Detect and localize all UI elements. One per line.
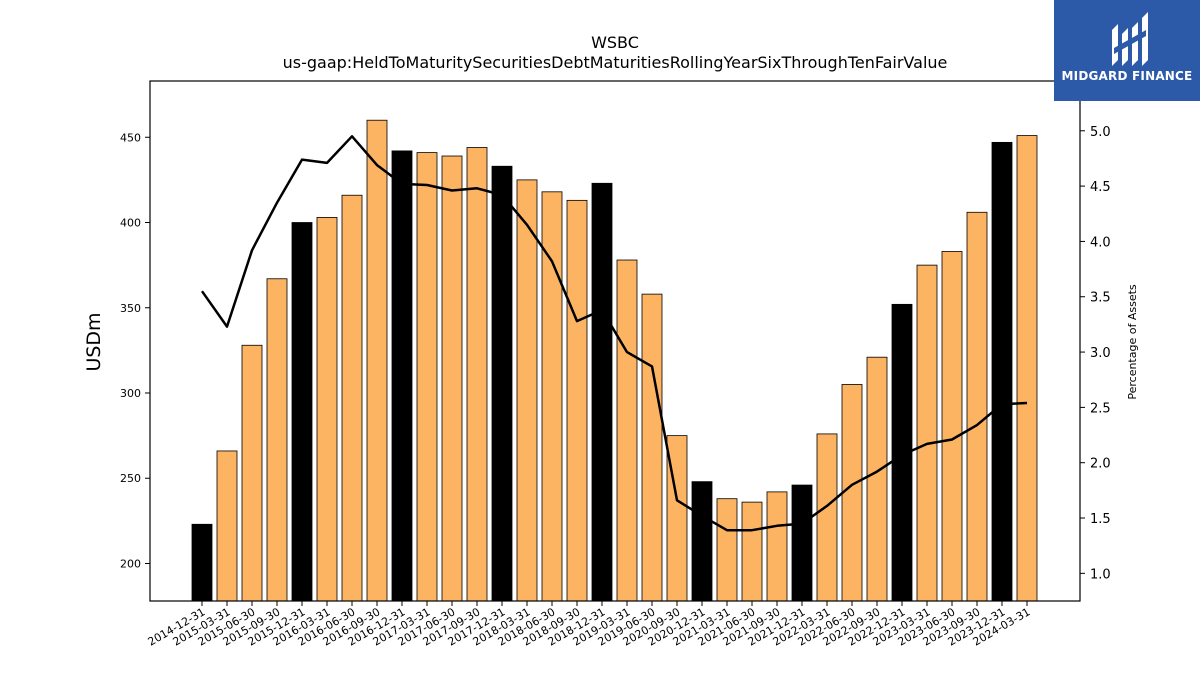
bar (366, 119, 388, 602)
midgard-finance-logo: MIDGARD FINANCE (1054, 0, 1200, 101)
bar (216, 450, 238, 602)
bar (991, 141, 1013, 602)
bar (316, 216, 338, 602)
bar (591, 182, 613, 602)
bar (566, 199, 588, 602)
y-axis-label: USDm (83, 312, 105, 371)
bar (416, 152, 438, 602)
y-tick-label: 300 (120, 387, 141, 400)
bar (191, 523, 213, 602)
y-tick-label: 250 (120, 472, 141, 485)
bar (391, 150, 413, 602)
y2-axis-label: Percentage of Assets (1126, 284, 1139, 400)
bar (341, 194, 363, 602)
bar (766, 491, 788, 602)
y2-tick-label: 2.0 (1090, 457, 1111, 472)
bar (516, 179, 538, 602)
bar (816, 433, 838, 602)
y-tick-label: 350 (120, 302, 141, 315)
bar (241, 344, 263, 602)
chart-subtitle: us-gaap:HeldToMaturitySecuritiesDebtMatu… (283, 53, 948, 72)
bar (941, 251, 963, 602)
y2-tick-label: 3.5 (1090, 291, 1111, 306)
bar (791, 484, 813, 602)
bar (266, 278, 288, 602)
series-line (200, 135, 1028, 532)
y2-tick-label: 3.0 (1090, 346, 1111, 361)
bar (491, 165, 513, 602)
bar (291, 222, 313, 602)
y2-tick-label: 1.5 (1090, 512, 1111, 527)
y-tick-label: 400 (120, 217, 141, 230)
plot-frame (149, 80, 1081, 602)
logo-text: MIDGARD FINANCE (1061, 69, 1193, 83)
y-tick-label: 200 (120, 557, 141, 570)
y2-tick-label: 4.5 (1090, 180, 1111, 195)
y-tick-label: 450 (120, 131, 141, 144)
y2-tick-label: 2.5 (1090, 401, 1111, 416)
bar (866, 356, 888, 602)
bar (466, 147, 488, 602)
y2-tick-label: 5.0 (1090, 125, 1111, 140)
bar (716, 498, 738, 602)
y2-tick-label: 4.0 (1090, 235, 1111, 250)
bar (691, 481, 713, 602)
bar (741, 501, 763, 602)
bar (1016, 135, 1038, 602)
bar (616, 259, 638, 602)
chart-title: WSBC (591, 33, 639, 52)
bar (641, 293, 663, 602)
bar (441, 155, 463, 602)
bar (966, 211, 988, 602)
y2-tick-label: 1.0 (1090, 567, 1111, 582)
bar (841, 384, 863, 602)
bar (916, 264, 938, 602)
midgard-logo-icon (1112, 12, 1148, 66)
